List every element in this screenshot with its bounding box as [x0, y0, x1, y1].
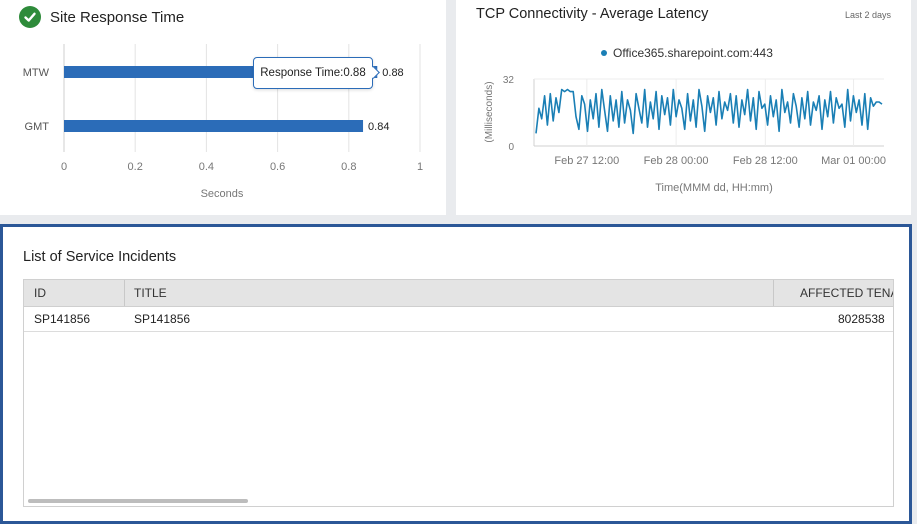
incidents-table: ID TITLE AFFECTED TENAN SP141856 SP14185… [23, 279, 894, 507]
incident-affected-cell: 8028538 [838, 312, 885, 326]
y-axis-title: (Milliseconds) [484, 81, 495, 142]
x-tick-label: 0.2 [128, 161, 143, 173]
time-range-label[interactable]: Last 2 days [844, 10, 891, 20]
y-tick-label: 0 [508, 142, 514, 153]
x-tick-label: Feb 28 00:00 [644, 155, 709, 167]
incident-title-cell: SP141856 [134, 312, 191, 326]
x-tick-label: Feb 27 12:00 [554, 155, 619, 167]
series-line [535, 88, 883, 135]
check-circle-icon [19, 6, 41, 28]
column-divider[interactable] [124, 280, 125, 306]
response-time-tooltip: Response Time:0.88 [253, 57, 373, 89]
horizontal-scrollbar[interactable] [28, 499, 248, 503]
x-tick-label: 0.6 [270, 161, 285, 173]
bar [64, 120, 364, 132]
y-tick-label: 32 [503, 75, 515, 86]
column-header-affected-tenants[interactable]: AFFECTED TENAN [800, 286, 893, 300]
category-label: MTW [23, 67, 50, 79]
service-incidents-panel: List of Service Incidents ID TITLE AFFEC… [0, 224, 912, 524]
bar-data-label: 0.84 [368, 121, 389, 133]
site-response-time-panel: Site Response Time 0 0.2 0.4 0.6 0.8 1 Seconds… [0, 0, 446, 215]
x-axis-title: Seconds [201, 188, 244, 200]
incident-id-cell: SP141856 [34, 312, 91, 326]
legend-marker [601, 50, 607, 56]
legend-label: Office365.sharepoint.com:443 [613, 46, 773, 60]
service-incidents-title: List of Service Incidents [23, 249, 177, 265]
tcp-connectivity-title: TCP Connectivity - Average Latency [476, 6, 709, 22]
x-tick-label: Feb 28 12:00 [733, 155, 798, 167]
table-header: ID TITLE AFFECTED TENAN [24, 280, 893, 307]
latency-line-chart: Office365.sharepoint.com:443 0 32 Feb 27 12… [484, 46, 886, 194]
column-header-id[interactable]: ID [34, 286, 46, 300]
x-tick-label: Mar 01 00:00 [821, 155, 886, 167]
response-time-bar-chart: 0 0.2 0.4 0.6 0.8 1 Seconds MTW 0.88 GMT 0.84 [23, 44, 423, 200]
column-divider[interactable] [773, 280, 774, 306]
x-axis-title: Time(MMM dd, HH:mm) [655, 182, 773, 194]
column-header-title[interactable]: TITLE [134, 286, 167, 300]
bar-data-label: 0.88 [382, 67, 403, 79]
tcp-connectivity-panel: TCP Connectivity - Average Latency Last … [456, 0, 911, 215]
x-tick-label: 0.8 [341, 161, 356, 173]
category-label: GMT [25, 121, 50, 133]
x-tick-label: 0 [61, 161, 67, 173]
x-tick-label: 1 [417, 161, 423, 173]
site-response-time-title: Site Response Time [50, 9, 185, 26]
x-tick-label: 0.4 [199, 161, 214, 173]
table-row[interactable]: SP141856 SP141856 8028538 [24, 307, 893, 332]
